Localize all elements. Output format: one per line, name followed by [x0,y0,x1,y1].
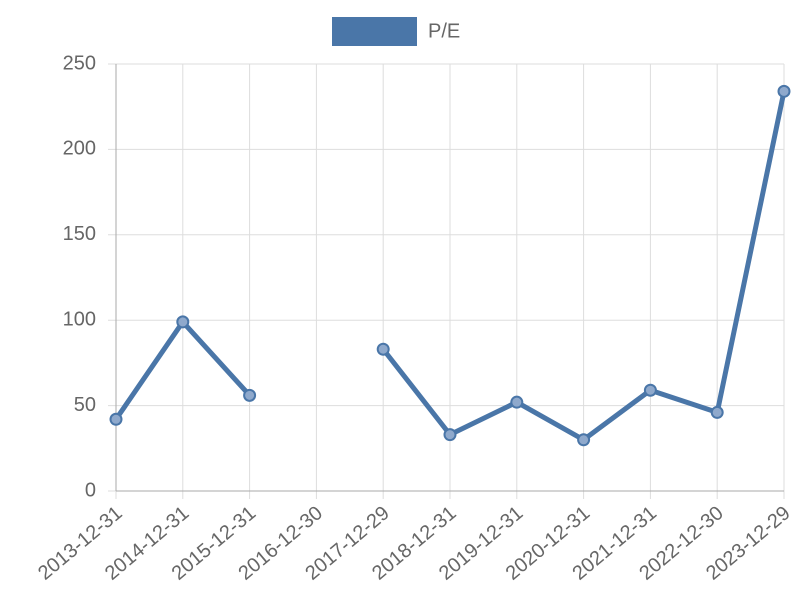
y-tick-label: 50 [74,394,96,416]
data-point [376,342,390,356]
y-tick-label: 100 [63,308,96,330]
y-tick-label: 200 [63,138,96,160]
data-point [109,412,123,426]
data-point [710,405,724,419]
data-point [510,395,524,409]
data-point [243,388,257,402]
y-tick-label: 250 [63,52,96,74]
data-point [443,428,457,442]
data-point [777,84,791,98]
data-point [643,383,657,397]
y-tick-label: 150 [63,223,96,245]
legend-swatch [332,17,417,46]
y-tick-label: 0 [85,479,96,501]
data-point [176,315,190,329]
data-point [577,433,591,447]
legend-label: P/E [428,20,460,42]
